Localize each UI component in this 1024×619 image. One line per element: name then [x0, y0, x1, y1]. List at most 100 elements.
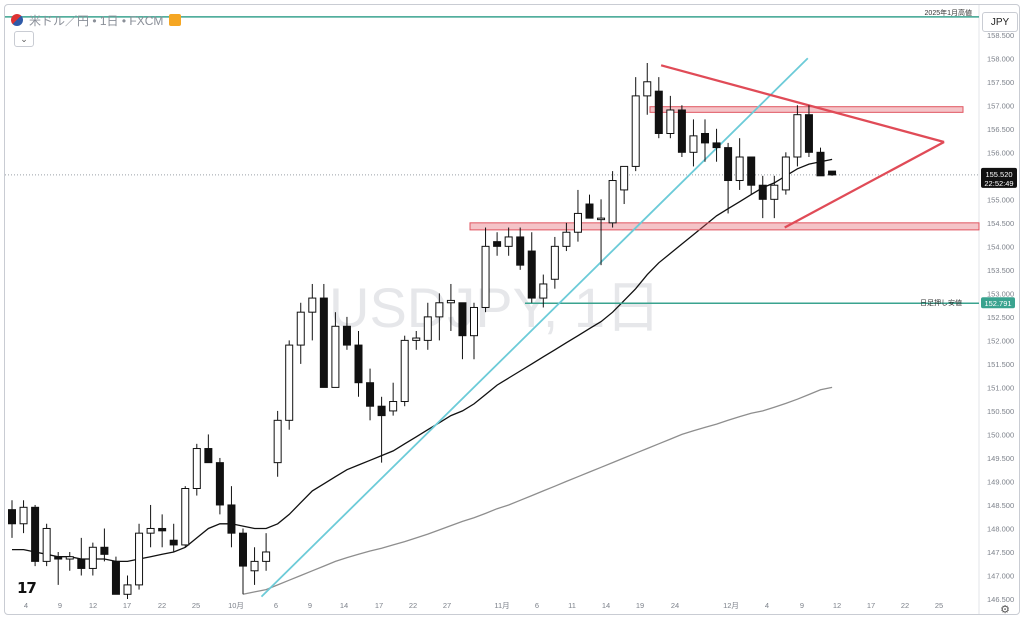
swing-low-price-tag — [981, 297, 1015, 309]
x-tick-label: 25 — [935, 601, 943, 610]
x-tick-label: 6 — [535, 601, 539, 610]
bullish-candle — [423, 316, 432, 341]
x-tick-label: 22 — [901, 601, 909, 610]
bullish-candle — [65, 556, 74, 560]
collapse-button[interactable]: ⌄ — [14, 31, 34, 47]
bullish-candle — [412, 337, 421, 341]
y-tick-label: 152.500 — [987, 313, 1014, 322]
bullish-candle — [573, 212, 582, 233]
y-tick-label: 149.500 — [987, 454, 1014, 463]
bearish-candle — [8, 509, 16, 525]
x-tick-label: 17 — [867, 601, 875, 610]
x-tick-label: 25 — [192, 601, 200, 610]
x-tick-label: 12 — [833, 601, 841, 610]
chart-frame: 146.500 147.000 147.500 148.000 148.500 149.0… — [4, 4, 1020, 615]
x-axis: 4 9 12 17 22 25 10月 6 9 14 17 22 27 11月 6 11 14 19 24 12月 4 9… — [24, 601, 943, 610]
tradingview-logo-icon[interactable]: 17 — [17, 579, 37, 597]
bearish-candle — [319, 297, 328, 388]
last-price-value: 155.520 — [985, 170, 1012, 179]
bullish-candle — [262, 551, 271, 562]
bullish-candle — [770, 184, 779, 200]
x-tick-label: 9 — [58, 601, 62, 610]
y-tick-label: 146.500 — [987, 595, 1014, 604]
x-tick-label: 22 — [158, 601, 166, 610]
x-tick-label: 6 — [274, 601, 278, 610]
x-tick-label: 11月 — [494, 601, 509, 610]
usd-jpy-flag-icon — [11, 14, 23, 26]
y-tick-label: 151.500 — [987, 360, 1014, 369]
triangle-upper-line — [660, 64, 945, 144]
x-tick-label: 10月 — [228, 601, 244, 610]
y-tick-label: 147.500 — [987, 548, 1014, 557]
y-tick-label: 151.000 — [987, 383, 1014, 392]
y-tick-label: 153.500 — [987, 266, 1014, 275]
bearish-candle — [701, 132, 709, 144]
bearish-candle — [747, 156, 756, 186]
bearish-candle — [828, 170, 837, 176]
bearish-candle — [215, 462, 224, 506]
bullish-candle — [781, 156, 790, 191]
moving-average-long — [242, 386, 833, 595]
bearish-candle — [204, 448, 213, 464]
bearish-candle — [493, 241, 502, 247]
bearish-candle — [111, 560, 120, 595]
bullish-candle — [273, 419, 282, 464]
y-tick-label: 156.500 — [987, 125, 1014, 134]
bullish-candle — [19, 506, 28, 525]
january-high-label: 2025年1月高値 — [925, 8, 972, 17]
bullish-candle — [562, 231, 571, 247]
bullish-candle — [643, 81, 652, 97]
bearish-candle — [758, 184, 767, 200]
bearish-candle — [366, 382, 375, 407]
bullish-candle — [123, 584, 132, 595]
x-tick-label: 12月 — [723, 601, 739, 610]
x-tick-label: 22 — [409, 601, 417, 610]
lightning-icon — [169, 14, 182, 26]
bullish-candle — [285, 344, 294, 421]
bullish-candle — [400, 339, 409, 403]
bearish-candle — [654, 90, 663, 134]
bullish-candle — [620, 165, 629, 191]
x-tick-label: 14 — [602, 601, 610, 610]
resistance-zones — [469, 106, 980, 231]
bullish-candle — [331, 325, 340, 388]
bearish-candle — [100, 546, 109, 555]
currency-selector[interactable]: JPY — [982, 12, 1018, 32]
x-tick-label: 4 — [24, 601, 28, 610]
bullish-candle — [192, 448, 201, 490]
resistance-zone — [649, 106, 964, 113]
bullish-candle — [631, 95, 640, 167]
chevron-down-icon: ⌄ — [20, 33, 28, 44]
bearish-candle — [458, 302, 467, 337]
bullish-candle — [250, 560, 259, 572]
x-tick-label: 19 — [636, 601, 644, 610]
bullish-candle — [470, 306, 478, 337]
bullish-candle — [146, 527, 155, 534]
chart-canvas[interactable]: 146.500 147.000 147.500 148.000 148.500 149.0… — [5, 5, 1019, 614]
bearish-candle — [677, 109, 686, 153]
y-tick-label: 148.000 — [987, 524, 1014, 533]
x-tick-label: 17 — [123, 601, 131, 610]
symbol-bar[interactable]: 米ドル／円 • 1日 • FXCM — [11, 10, 182, 30]
bearish-candle — [239, 532, 247, 567]
y-tick-label: 150.500 — [987, 407, 1014, 416]
bullish-candle — [793, 114, 802, 158]
x-tick-label: 24 — [671, 601, 679, 610]
bullish-candle — [135, 532, 144, 586]
x-tick-label: 12 — [89, 601, 97, 610]
candles — [8, 62, 837, 599]
bearish-candle — [377, 405, 386, 417]
bullish-candle — [689, 135, 698, 153]
gear-icon[interactable]: ⚙ — [1000, 603, 1010, 615]
y-tick-label: 158.000 — [987, 54, 1014, 63]
bearish-candle — [712, 142, 721, 149]
y-tick-label: 152.000 — [987, 336, 1014, 345]
bearish-candle — [585, 203, 594, 219]
resistance-zone — [469, 222, 980, 231]
y-tick-label: 148.500 — [987, 501, 1014, 510]
bullish-candle — [597, 217, 606, 221]
x-tick-label: 27 — [443, 601, 451, 610]
last-price-tag — [981, 167, 1017, 188]
triangle-lower-line — [784, 140, 945, 229]
